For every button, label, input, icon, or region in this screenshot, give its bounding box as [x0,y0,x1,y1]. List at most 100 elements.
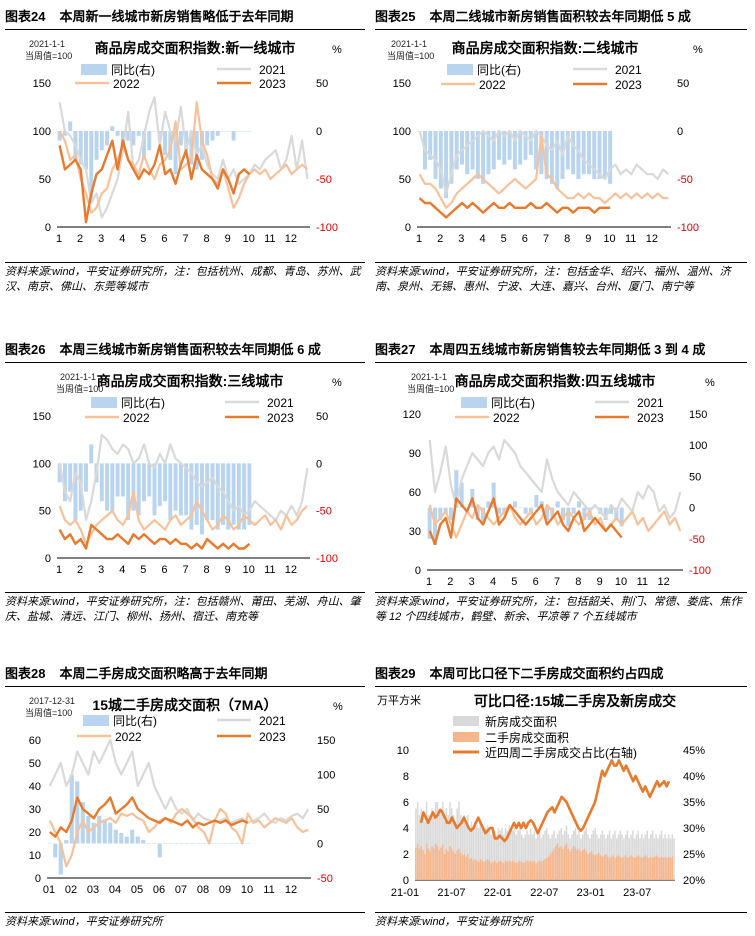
base-note-text: 当周值=100 [25,707,72,718]
yoy-bar [459,131,464,165]
yoy-bar [210,131,215,141]
second-hand-bar [522,863,525,880]
right-unit: % [693,44,703,56]
series-line-2021 [58,433,309,522]
series-line-2021 [58,96,309,219]
second-hand-bar [558,847,561,880]
y-tick-label: 0 [415,565,421,577]
y2-tick-label: 50 [317,804,329,816]
second-hand-bar [615,856,618,880]
new-house-bar [425,802,428,880]
second-hand-bar [502,863,505,880]
second-hand-bar [481,860,484,880]
new-house-bar [519,828,521,880]
new-house-bar [424,821,426,880]
new-house-bar [461,821,464,880]
yoy-bar [113,829,118,844]
x-tick-label: 2 [77,233,83,245]
second-hand-bar [612,855,614,880]
yoy-bar [534,495,539,508]
second-hand-bar [515,863,518,880]
x-tick-label: 4 [479,233,485,245]
yoy-bar [449,131,454,184]
new-house-bar [515,834,518,880]
second-hand-bar [535,863,537,880]
y-tick-label: 10 [397,745,409,757]
x-tick-label: 3 [98,564,104,576]
series-line-2022 [58,490,309,545]
series-line-2021 [428,438,682,520]
new-house-bar [427,815,430,880]
legend-label-2022: 2022 [115,730,142,744]
second-hand-bar [630,855,632,880]
x-tick-label: 12 [285,564,297,576]
right-unit: % [705,377,715,389]
figure-heading: 本周四五线城市新房销售较去年同期低 3 到 4 成 [429,342,706,357]
new-house-bar [528,834,530,880]
yoy-bar [64,840,69,844]
yoy-bar [130,829,135,844]
yoy-bar [555,501,560,508]
series-line-2022 [48,807,309,868]
figure-heading: 本周二手房成交面积略高于去年同期 [59,666,268,681]
yoy-bar [565,131,570,170]
second-hand-bar [445,848,448,880]
second-hand-bar [429,851,432,880]
second-hand-bar [529,860,532,880]
new-house-bar [465,821,467,880]
new-house-bar [494,830,496,880]
y-tick-label: 50 [29,758,41,770]
yoy-bar [141,463,146,502]
yoy-bar [491,131,496,170]
y2-tick-label: 30% [683,823,705,835]
yoy-bar [199,463,204,535]
legend-swatch-yoy [461,397,487,408]
yoy-bar [470,131,475,170]
source-note: 资料来源:wind，平安证券研究所 [375,912,747,930]
right-unit: % [332,377,342,389]
series-line-2023 [418,197,611,219]
yoy-bar [73,463,78,521]
legend-label-second: 二手房成交面积 [485,730,569,745]
y-tick-label: 0 [45,553,51,565]
yoy-bar [614,507,619,521]
chart-title: 商品房成交面积指数:新一线城市 [95,40,296,56]
y2-tick-label: 100 [317,770,335,782]
source-note: 资料来源:wind，平安证券研究所，注：包括韶关、荆门、常德、娄底、焦作等 12… [375,592,747,625]
new-house-bar [641,834,643,880]
yoy-bar [105,463,110,511]
y2-tick-label: -50 [316,506,332,518]
yoy-bar [512,131,517,170]
new-house-bar [485,828,487,880]
yoy-bar [561,507,565,521]
yoy-bar [190,843,195,844]
second-hand-bar [553,848,555,880]
new-house-bar [445,808,448,880]
x-tick-label: 04 [109,884,121,896]
x-tick-label: 12 [285,884,297,896]
second-hand-bar [511,860,514,880]
panel-title: 图表27 本周四五线城市新房销售较去年同期低 3 到 4 成 [375,338,747,363]
base-note-text: 当周值=100 [56,383,103,394]
ratio-line [419,759,671,843]
second-hand-bar [572,846,575,880]
base-note-date: 2021-1-1 [60,372,96,382]
second-hand-bar [621,857,623,880]
x-tick-label: 4 [490,576,496,588]
yoy-bar [427,507,432,539]
yoy-bar [115,131,120,136]
x-tick-label: 22-07 [530,887,558,899]
second-hand-bar [666,857,668,880]
yoy-bar [236,131,241,132]
y2-tick-label: 150 [317,735,335,747]
yoy-bar [57,131,62,141]
new-house-bar [418,815,421,880]
legend-label-2022: 2022 [479,78,506,92]
legend-swatch-second [453,732,479,742]
left-unit: 万平方米 [377,693,421,707]
yoy-bar [534,131,539,170]
second-hand-bar [590,851,593,880]
yoy-bar [502,131,507,165]
second-hand-bar [648,857,650,880]
second-hand-bar [601,856,604,880]
